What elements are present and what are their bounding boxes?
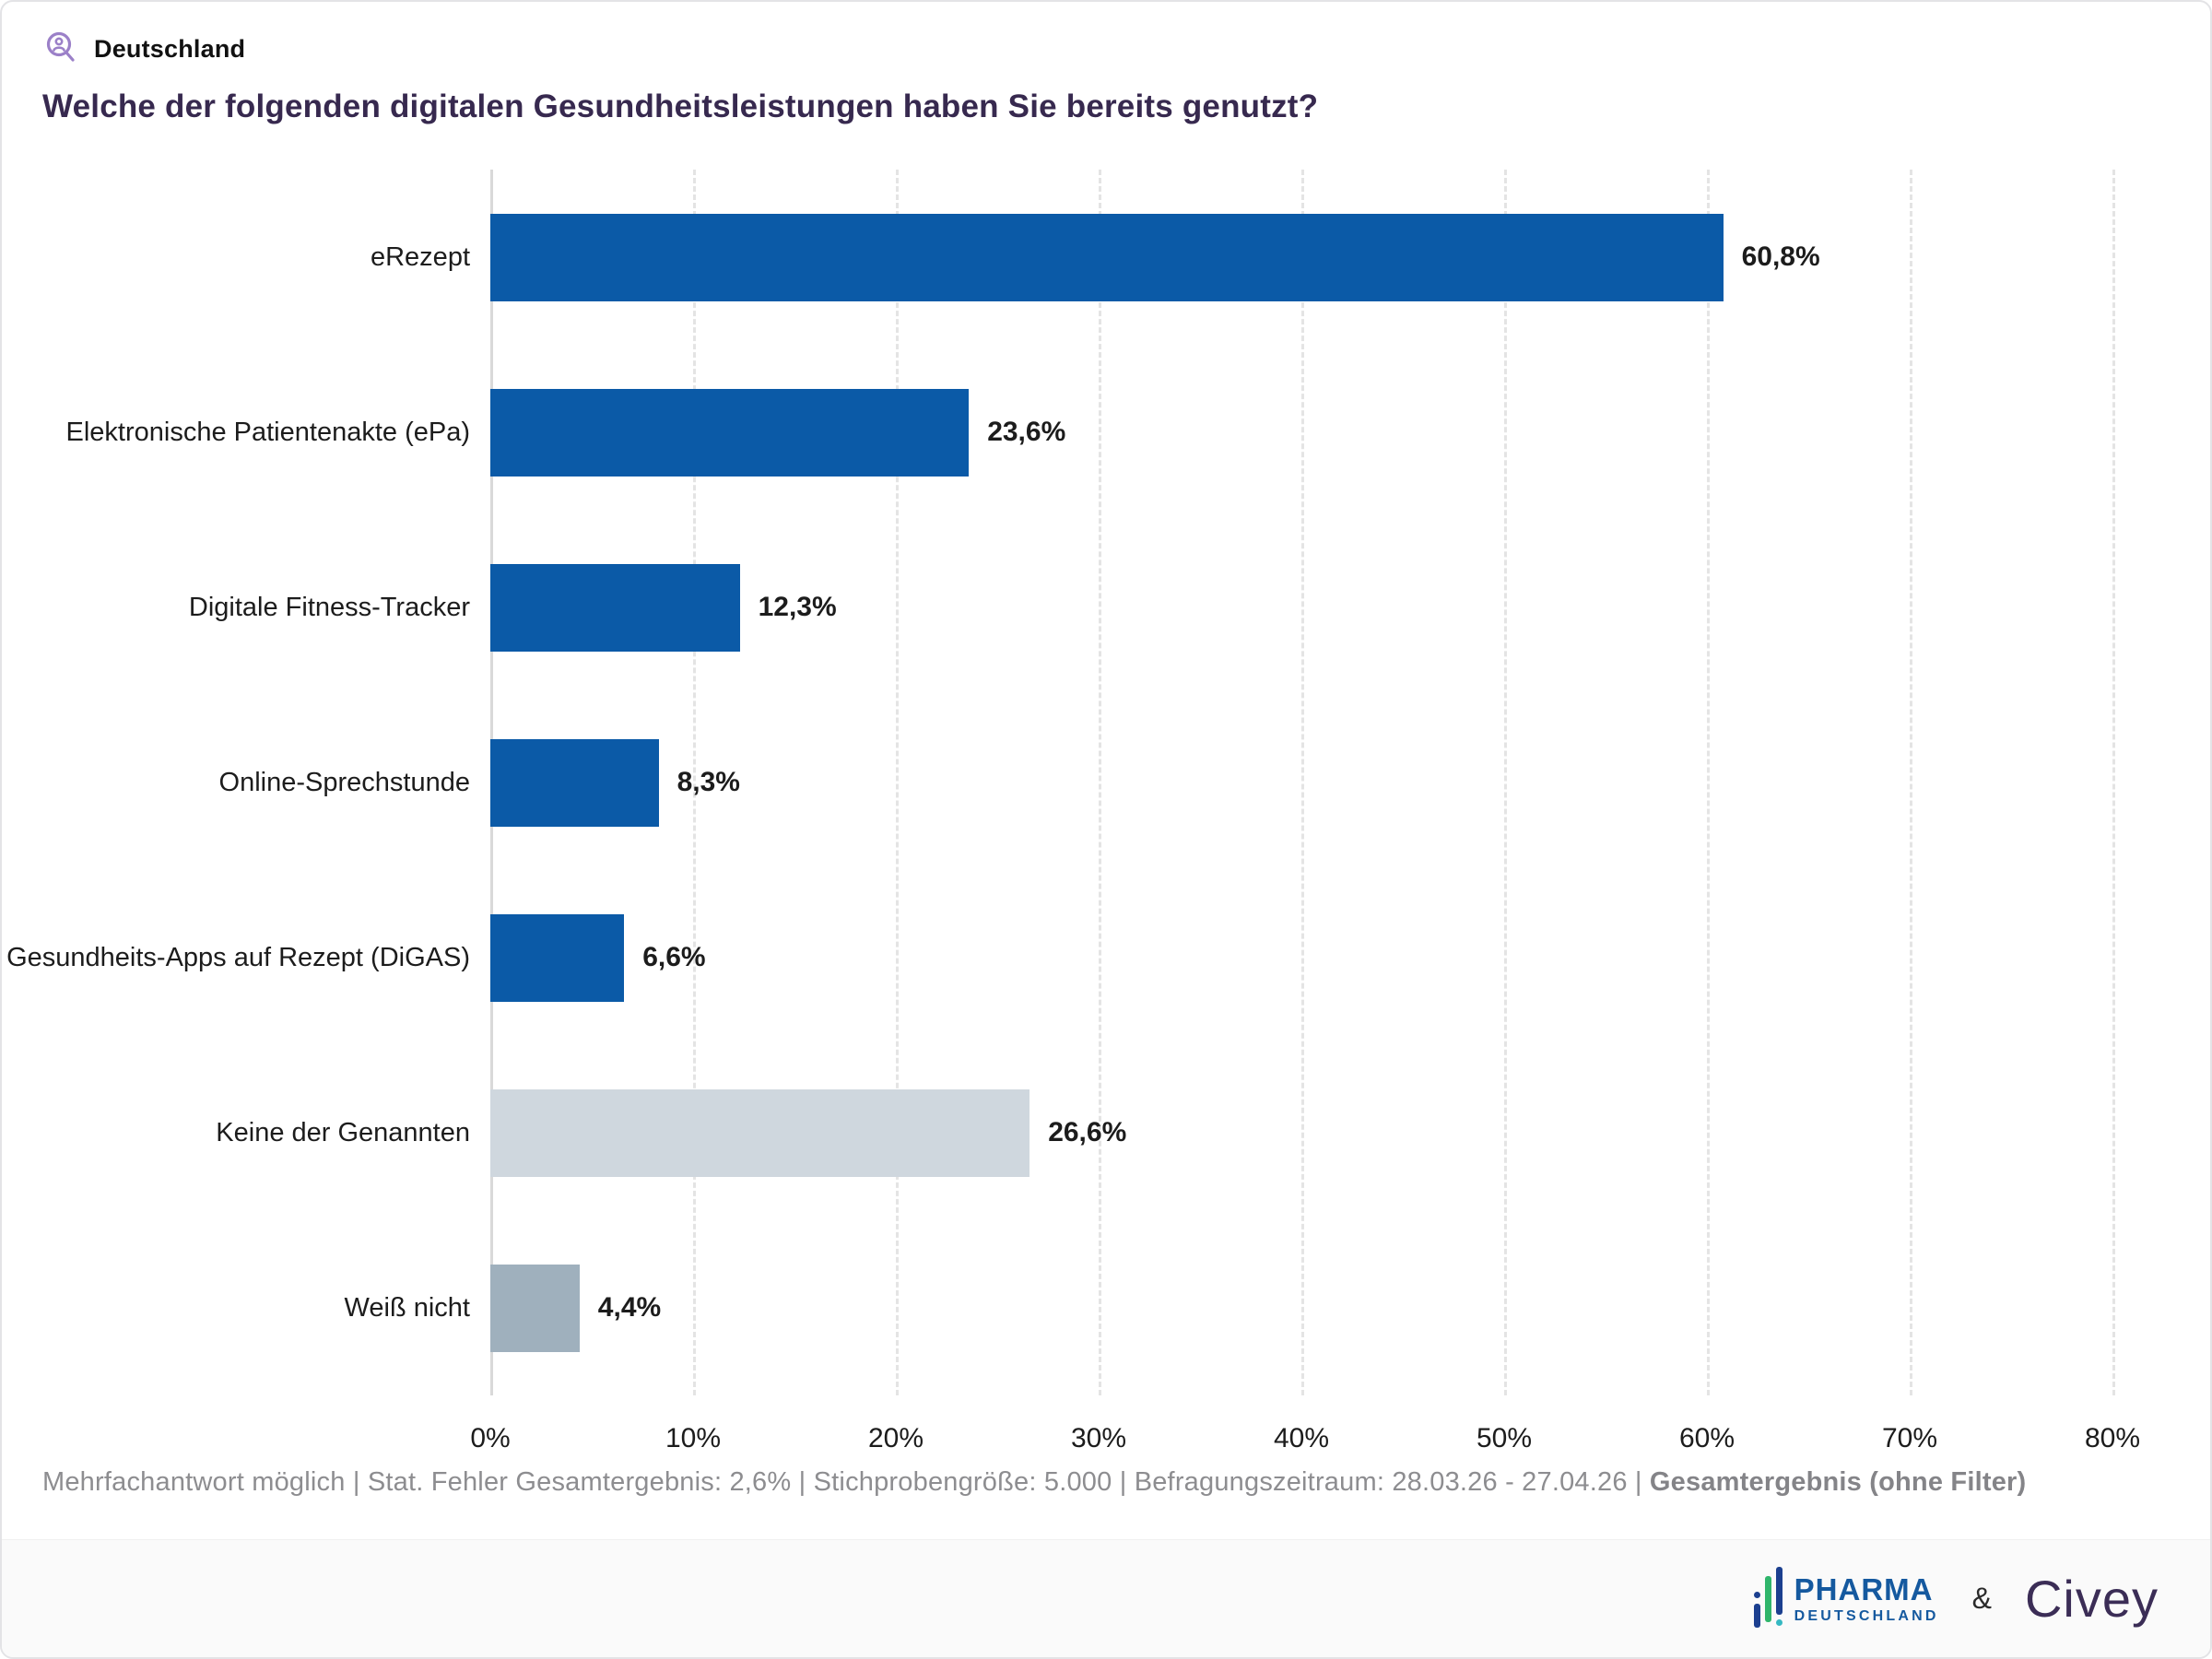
bar — [490, 1264, 580, 1352]
footnote-separator: | — [1627, 1467, 1650, 1497]
x-tick-label: 50% — [1476, 1423, 1533, 1453]
chart-rows: eRezept 60,8% Elektronische Patientenakte … — [2, 170, 2210, 1395]
category-label: Elektronische Patientenakte (ePa) — [65, 417, 470, 447]
x-tick-label: 40% — [1273, 1423, 1330, 1453]
category-label: Online-Sprechstunde — [218, 767, 470, 797]
bar-value-label: 6,6% — [642, 942, 706, 972]
chart-row: Keine der Genannten 26,6% — [2, 1045, 2210, 1220]
x-tick-label: 30% — [1070, 1423, 1127, 1453]
bar-value-label: 4,4% — [597, 1292, 662, 1323]
footnote-segment: Gesamtergebnis (ohne Filter) — [1649, 1467, 2027, 1497]
x-tick-label: 10% — [665, 1423, 722, 1453]
grid-line — [1707, 170, 1710, 1395]
chart-row: eRezept 60,8% — [2, 170, 2210, 345]
bar-value-label: 26,6% — [1048, 1117, 1127, 1147]
footnote-segment: Mehrfachantwort möglich — [42, 1467, 346, 1497]
grid-line — [1301, 170, 1304, 1395]
row-plot: 60,8% — [490, 213, 2112, 301]
chart-row: Weiß nicht 4,4% — [2, 1220, 2210, 1395]
x-tick-label: 20% — [867, 1423, 924, 1453]
footnote-separator: | — [1112, 1467, 1135, 1497]
ampersand-text: & — [1971, 1582, 1992, 1615]
category-label: Gesundheits-Apps auf Rezept (DiGAS) — [6, 942, 470, 972]
grid-line — [1099, 170, 1101, 1395]
chart-row: Gesundheits-Apps auf Rezept (DiGAS) 6,6% — [2, 870, 2210, 1045]
bar — [490, 388, 970, 477]
row-plot: 4,4% — [490, 1264, 2112, 1352]
pharma-deutschland-logo: PHARMA DEUTSCHLAND — [1753, 1566, 1939, 1628]
x-tick-label: 70% — [1881, 1423, 1938, 1453]
x-tick-label: 0% — [470, 1423, 511, 1453]
x-tick-label: 60% — [1678, 1423, 1735, 1453]
pharma-bars-icon — [1753, 1566, 1785, 1628]
grid-line — [693, 170, 696, 1395]
bar — [490, 738, 659, 827]
pharma-logo-line2: DEUTSCHLAND — [1794, 1607, 1939, 1624]
grid-line — [896, 170, 899, 1395]
category-label: eRezept — [370, 241, 470, 272]
pharma-logo-line1: PHARMA — [1794, 1571, 1934, 1606]
chart-row: Elektronische Patientenakte (ePa) 23,6% — [2, 345, 2210, 520]
person-magnifier-icon — [42, 29, 81, 68]
header: Deutschland — [2, 2, 2210, 68]
footnote-segment: Stat. Fehler Gesamtergebnis: 2,6% — [367, 1467, 792, 1497]
row-plot: 12,3% — [490, 563, 2112, 652]
grid-line — [1504, 170, 1507, 1395]
footnote-separator: | — [791, 1467, 814, 1497]
chart-row: Digitale Fitness-Tracker 12,3% — [2, 520, 2210, 695]
bar-value-label: 60,8% — [1741, 241, 1820, 272]
footnote: Mehrfachantwort möglich | Stat. Fehler G… — [2, 1451, 2210, 1498]
bar-value-label: 12,3% — [758, 592, 837, 622]
chart-title: Welche der folgenden digitalen Gesundhei… — [42, 88, 1319, 124]
bar — [490, 563, 740, 652]
chart-row: Online-Sprechstunde 8,3% — [2, 695, 2210, 870]
category-label: Digitale Fitness-Tracker — [188, 592, 470, 622]
region-label: Deutschland — [94, 34, 246, 63]
row-plot: 8,3% — [490, 738, 2112, 827]
civey-logo: Civey — [2024, 1570, 2159, 1628]
bar — [490, 913, 625, 1002]
bar — [490, 213, 1724, 301]
bar-chart: eRezept 60,8% Elektronische Patientenakte … — [2, 170, 2210, 1453]
x-axis-ticks: 0% 10% 20% 30% 40% 50% 60% 70% 80% — [470, 1423, 2140, 1469]
footnote-segment: Befragungszeitraum: 28.03.26 - 27.04.26 — [1134, 1467, 1628, 1497]
footnote-segment: Stichprobengröße: 5.000 — [813, 1467, 1112, 1497]
row-plot: 6,6% — [490, 913, 2112, 1002]
category-label: Weiß nicht — [344, 1292, 470, 1323]
footnote-separator: | — [345, 1467, 368, 1497]
grid-line — [2112, 170, 2115, 1395]
x-tick-label: 80% — [2084, 1423, 2141, 1453]
category-label: Keine der Genannten — [216, 1117, 470, 1147]
bar-value-label: 23,6% — [987, 417, 1066, 447]
grid-line — [1910, 170, 1912, 1395]
bar — [490, 1088, 1030, 1177]
row-plot: 26,6% — [490, 1088, 2112, 1177]
row-plot: 23,6% — [490, 388, 2112, 477]
bar-value-label: 8,3% — [677, 767, 740, 797]
branding-bar: PHARMA DEUTSCHLAND & Civey — [2, 1539, 2210, 1657]
